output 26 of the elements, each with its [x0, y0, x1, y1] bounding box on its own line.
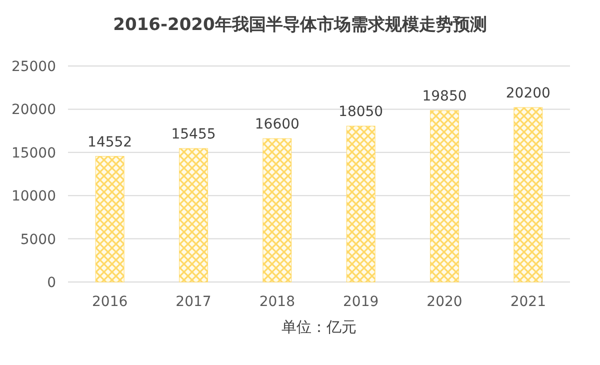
- data-label: 15455: [171, 126, 216, 142]
- bar: [430, 110, 459, 282]
- chart-title: 2016-2020年我国半导体市场需求规模走势预测: [113, 15, 487, 35]
- data-label: 20200: [506, 85, 550, 102]
- data-label: 18050: [338, 104, 384, 120]
- x-axis-title: 单位：亿元: [282, 318, 356, 336]
- y-tick-label: 20000: [11, 102, 56, 118]
- bar: [346, 126, 376, 282]
- bar: [179, 148, 208, 282]
- data-label: 16600: [254, 116, 300, 133]
- bar: [514, 107, 543, 282]
- bar: [262, 138, 292, 282]
- data-label: 14552: [88, 134, 132, 150]
- x-tick-label: 2019: [343, 294, 379, 310]
- y-tick-label: 5000: [20, 232, 56, 248]
- y-tick-label: 15000: [11, 145, 56, 162]
- y-tick-label: 25000: [11, 59, 56, 75]
- data-label: 19850: [422, 88, 467, 104]
- x-tick-label: 2021: [510, 294, 546, 310]
- x-tick-label: 2018: [259, 294, 295, 310]
- bar: [95, 156, 124, 282]
- y-tick-label: 10000: [11, 188, 56, 205]
- y-tick-label: 0: [47, 275, 56, 291]
- x-tick-label: 2017: [176, 294, 212, 310]
- x-tick-label: 2016: [92, 294, 128, 310]
- x-tick-label: 2020: [426, 294, 462, 310]
